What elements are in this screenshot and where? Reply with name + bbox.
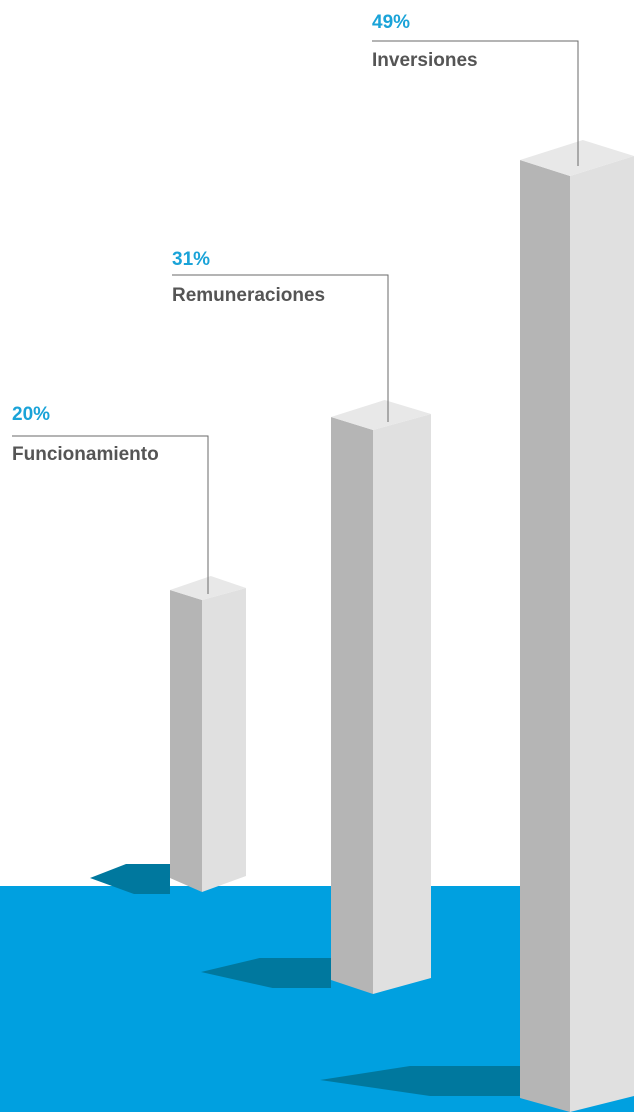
- leader-line-inversiones: [372, 40, 579, 166]
- leader-line-remuneraciones: [172, 274, 389, 422]
- column-left-face-funcionamiento: [170, 590, 202, 892]
- leader-line-funcionamiento: [12, 435, 209, 594]
- column-left-face-inversiones: [520, 160, 570, 1112]
- value-label-inversiones: 49%: [372, 12, 411, 33]
- category-label-remuneraciones: Remuneraciones: [172, 285, 326, 306]
- column-top-face-remuneraciones: [331, 400, 431, 430]
- column-right-face-inversiones: [570, 156, 634, 1112]
- category-label-inversiones: Inversiones: [372, 50, 478, 71]
- floor-plane: [0, 886, 634, 1112]
- value-label-funcionamiento: 20%: [12, 404, 51, 425]
- column-left-face-remuneraciones: [331, 417, 373, 994]
- value-label-remuneraciones: 31%: [172, 249, 211, 270]
- column-top-face-inversiones: [520, 140, 634, 176]
- column-shadow-funcionamiento: [90, 864, 170, 894]
- column-shadow-remuneraciones: [201, 958, 331, 988]
- category-label-funcionamiento: Funcionamiento: [12, 444, 159, 465]
- column-shadow-inversiones: [320, 1066, 520, 1096]
- column-right-face-remuneraciones: [373, 414, 431, 994]
- column-right-face-funcionamiento: [202, 588, 246, 892]
